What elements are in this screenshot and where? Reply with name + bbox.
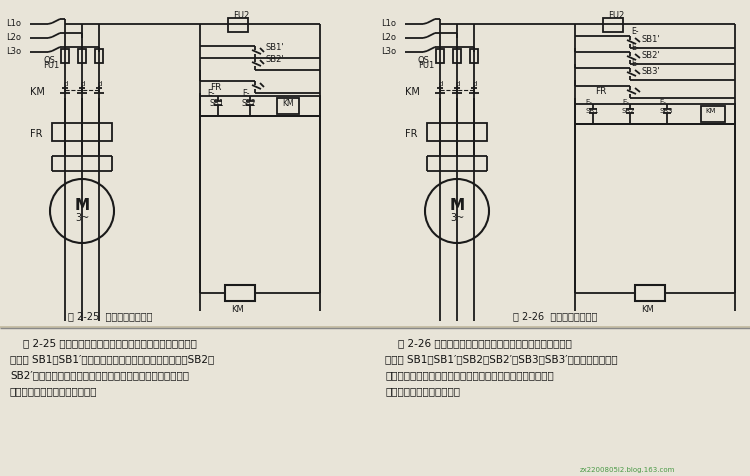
Text: E-: E- [585, 99, 592, 105]
Text: SB3': SB3' [641, 68, 660, 77]
Circle shape [425, 179, 489, 243]
Text: FU2: FU2 [608, 11, 624, 20]
Text: 图中的 SB1、SB1′，SB2、SB2′，SB3、SB3′三套起动、停止按: 图中的 SB1、SB1′，SB2、SB2′，SB3、SB3′三套起动、停止按 [385, 354, 618, 364]
Text: E-: E- [207, 89, 214, 99]
Text: zx2200805i2.blog.163.com: zx2200805i2.blog.163.com [580, 467, 675, 473]
Text: KM: KM [640, 305, 653, 314]
Text: SB1': SB1' [641, 36, 660, 44]
Text: 3~: 3~ [75, 213, 89, 223]
Text: SB2: SB2 [242, 99, 256, 108]
Text: 图 2-25 所示为同一台电动机在两地进行控制的线路。图中: 图 2-25 所示为同一台电动机在两地进行控制的线路。图中 [10, 338, 196, 348]
Text: FR: FR [210, 82, 221, 91]
Text: d: d [439, 81, 443, 87]
Bar [0, 328, 750, 476]
Text: E-: E- [622, 99, 628, 105]
Text: d: d [64, 81, 68, 87]
Text: 钮可分别安装在三处地方。在任一地点均可对同一台电动机方: 钮可分别安装在三处地方。在任一地点均可对同一台电动机方 [385, 370, 554, 380]
Text: SB2: SB2 [622, 108, 635, 114]
Text: KM: KM [405, 87, 420, 97]
Text: E-: E- [659, 99, 666, 105]
Bar [95, 49, 103, 63]
Text: QS: QS [418, 56, 430, 65]
Text: L3o: L3o [381, 48, 396, 57]
Bar [61, 49, 69, 63]
Circle shape [50, 179, 114, 243]
Bar [635, 285, 665, 301]
Bar [436, 49, 444, 63]
Text: SB2′为安装在乙地的起动按钮和停止按钮。这样就可以分别在: SB2′为安装在乙地的起动按钮和停止按钮。这样就可以分别在 [10, 370, 189, 380]
Text: FU2: FU2 [233, 11, 249, 20]
Text: L1o: L1o [381, 20, 396, 29]
Text: 甲、乙两地起停同一台电动机。: 甲、乙两地起停同一台电动机。 [10, 386, 98, 396]
Bar [228, 18, 248, 32]
Text: SB1': SB1' [265, 43, 284, 52]
Bar [52, 123, 112, 141]
Text: L3o: L3o [6, 48, 21, 57]
Text: SB1: SB1 [585, 108, 598, 114]
Bar [78, 49, 86, 63]
Text: E-: E- [242, 89, 250, 99]
Text: SB3: SB3 [659, 108, 673, 114]
Text: d: d [473, 81, 477, 87]
Text: 图 2-25  两地操作控制线路: 图 2-25 两地操作控制线路 [68, 311, 152, 321]
Text: KM: KM [231, 305, 243, 314]
Bar [470, 49, 478, 63]
Text: L1o: L1o [6, 20, 21, 29]
Text: L2o: L2o [6, 33, 21, 42]
Bar [603, 18, 623, 32]
Text: M: M [449, 198, 464, 214]
Text: d: d [81, 81, 86, 87]
Text: FU1: FU1 [43, 61, 59, 70]
Bar [701, 106, 725, 122]
Text: SB2': SB2' [265, 56, 284, 65]
Bar [0, 0, 750, 326]
Text: SB1: SB1 [210, 99, 225, 108]
Text: 图 2-26  多地操作控制线路: 图 2-26 多地操作控制线路 [513, 311, 597, 321]
Text: 3~: 3~ [450, 213, 464, 223]
Bar [427, 123, 487, 141]
Text: FR: FR [595, 88, 606, 97]
Text: d: d [98, 81, 102, 87]
Text: 的按钮 SB1、SB1′为安装在甲地的起动按钮和停止按钮；SB2、: 的按钮 SB1、SB1′为安装在甲地的起动按钮和停止按钮；SB2、 [10, 354, 214, 364]
Text: E-: E- [631, 28, 638, 37]
Bar [200, 96, 320, 116]
Text: M: M [74, 198, 89, 214]
Bar [453, 49, 461, 63]
Text: E-: E- [631, 60, 638, 69]
Text: KM: KM [705, 108, 716, 114]
Text: L2o: L2o [381, 33, 396, 42]
Bar [225, 285, 255, 301]
Text: FR: FR [30, 129, 43, 139]
Text: FR: FR [405, 129, 418, 139]
Text: QS: QS [43, 56, 55, 65]
Text: KM: KM [282, 99, 294, 108]
Text: E-: E- [631, 43, 638, 52]
Bar [277, 98, 299, 114]
Text: d: d [456, 81, 460, 87]
Text: SB2': SB2' [641, 51, 660, 60]
Text: 图 2-26 所示为同一台电动机在三地操作的多地控制线路。: 图 2-26 所示为同一台电动机在三地操作的多地控制线路。 [385, 338, 572, 348]
Bar [575, 104, 735, 124]
Text: FU1: FU1 [418, 61, 434, 70]
Text: 便地进行起、停操作控制。: 便地进行起、停操作控制。 [385, 386, 460, 396]
Text: KM: KM [30, 87, 45, 97]
